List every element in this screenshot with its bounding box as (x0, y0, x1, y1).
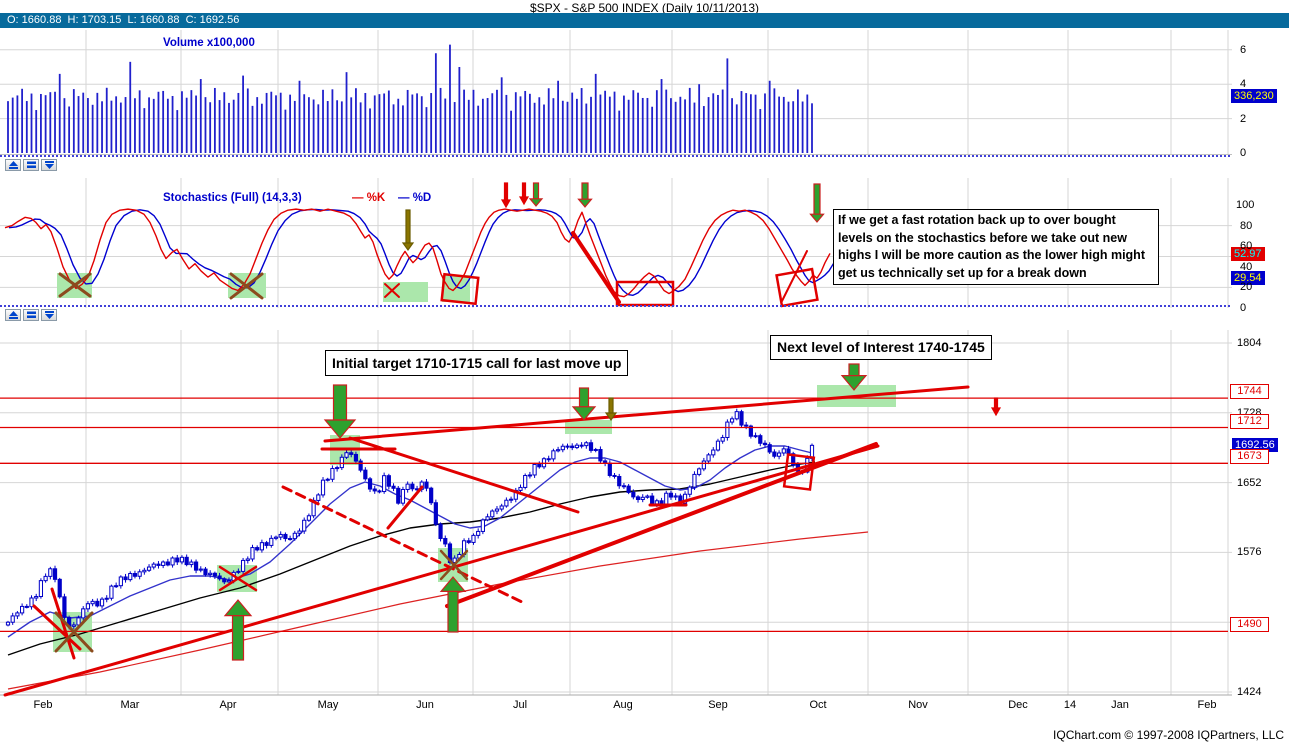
annotation-arrow[interactable] (223, 182, 1002, 661)
split-bars-icon (26, 161, 36, 168)
ma-fast-line (7, 445, 813, 638)
annotation-segment[interactable] (32, 231, 808, 660)
annotation-rect[interactable] (440, 267, 819, 491)
triangle-up-icon (8, 161, 18, 169)
stoch-panel-toolbar (5, 309, 57, 321)
stoch-d-line (8, 208, 835, 296)
stoch-k-line (4, 208, 831, 298)
triangle-down-icon (44, 161, 54, 169)
stochastics-annotation-note[interactable]: If we get a fast rotation back up to ove… (833, 209, 1159, 285)
level-line[interactable] (0, 397, 1228, 633)
panel-collapse-up-button[interactable] (5, 159, 21, 171)
panel-split-button[interactable] (23, 159, 39, 171)
candlesticks (5, 408, 815, 630)
panel-collapse-down-button[interactable] (41, 159, 57, 171)
trend-line[interactable] (3, 385, 970, 697)
triangle-up-icon (8, 311, 18, 319)
annotation-x-mark[interactable] (54, 272, 469, 653)
ma-mid-line (7, 461, 816, 656)
panel-collapse-up-button[interactable] (5, 309, 21, 321)
initial-target-note[interactable]: Initial target 1710-1715 call for last m… (325, 350, 629, 376)
split-bars-icon (26, 311, 36, 318)
panel-collapse-down-button[interactable] (41, 309, 57, 321)
panel-split-button[interactable] (23, 309, 39, 321)
next-level-note[interactable]: Next level of Interest 1740-1745 (770, 335, 992, 360)
triangle-down-icon (44, 311, 54, 319)
volume-panel-toolbar (5, 159, 57, 171)
volume-bars (7, 44, 813, 154)
